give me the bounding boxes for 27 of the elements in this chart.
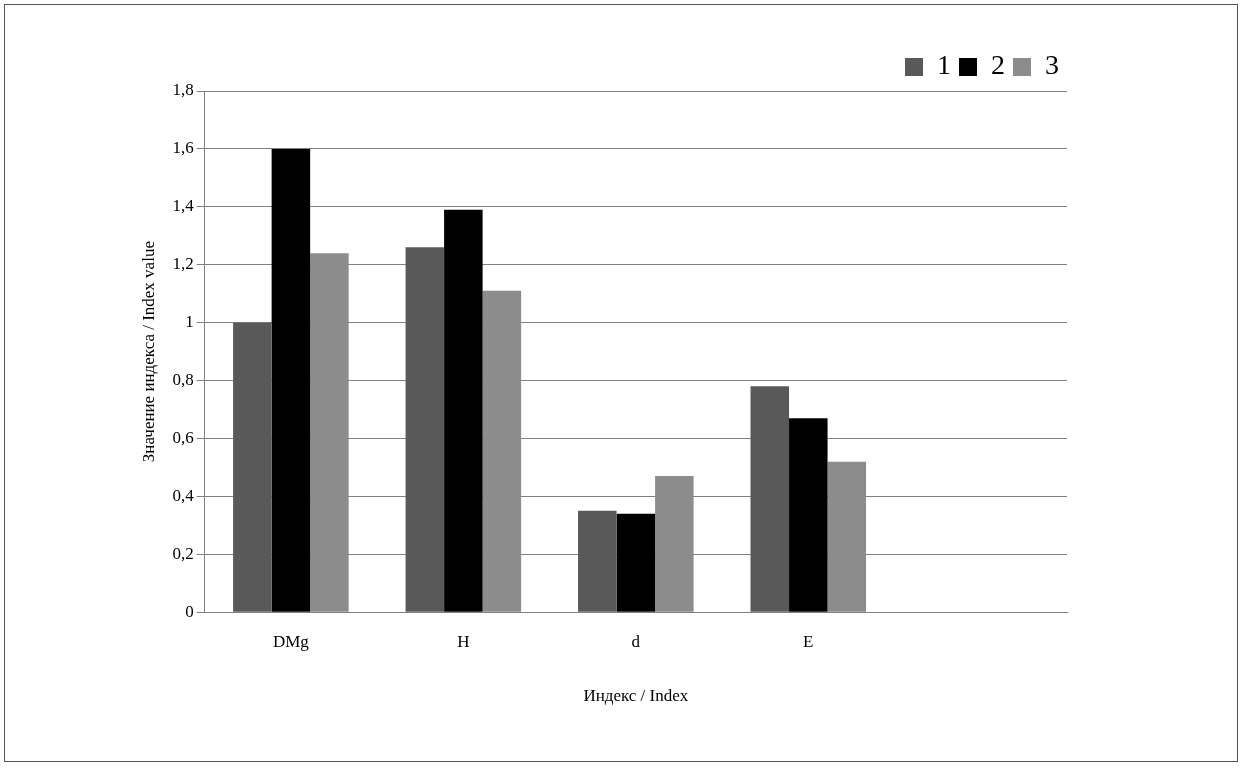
y-tick-label: 1,6 bbox=[172, 138, 194, 158]
y-tick-label: 1,8 bbox=[172, 80, 194, 100]
x-tick-label: d bbox=[631, 631, 641, 651]
bar bbox=[444, 209, 483, 612]
y-tick-label: 0,6 bbox=[172, 427, 194, 447]
y-tick-label: 1,2 bbox=[172, 254, 194, 274]
x-tick-label: E bbox=[803, 631, 814, 651]
y-tick-label: 0,8 bbox=[172, 370, 194, 390]
x-tick-label: H bbox=[457, 631, 470, 651]
bar bbox=[750, 386, 790, 612]
x-axis-title: Индекс / Index bbox=[583, 686, 689, 706]
y-axis-title: Значение индекса / Index value bbox=[138, 241, 158, 463]
y-tick-label: 1 bbox=[185, 312, 194, 332]
y-tick-label: 0 bbox=[185, 601, 194, 621]
bar bbox=[405, 247, 445, 612]
bar bbox=[233, 322, 272, 612]
x-tick-label: DMg bbox=[272, 631, 310, 651]
bar bbox=[271, 148, 311, 612]
y-tick-label: 0,4 bbox=[172, 485, 195, 505]
bar bbox=[616, 513, 656, 612]
legend-label: 1 bbox=[937, 49, 951, 81]
y-tick-label: 1,4 bbox=[172, 196, 195, 216]
legend-label: 2 bbox=[991, 49, 1005, 81]
bar bbox=[578, 510, 617, 612]
y-tick-label: 0,2 bbox=[172, 543, 194, 563]
legend-label: 3 bbox=[1045, 49, 1059, 81]
bar bbox=[789, 418, 828, 612]
